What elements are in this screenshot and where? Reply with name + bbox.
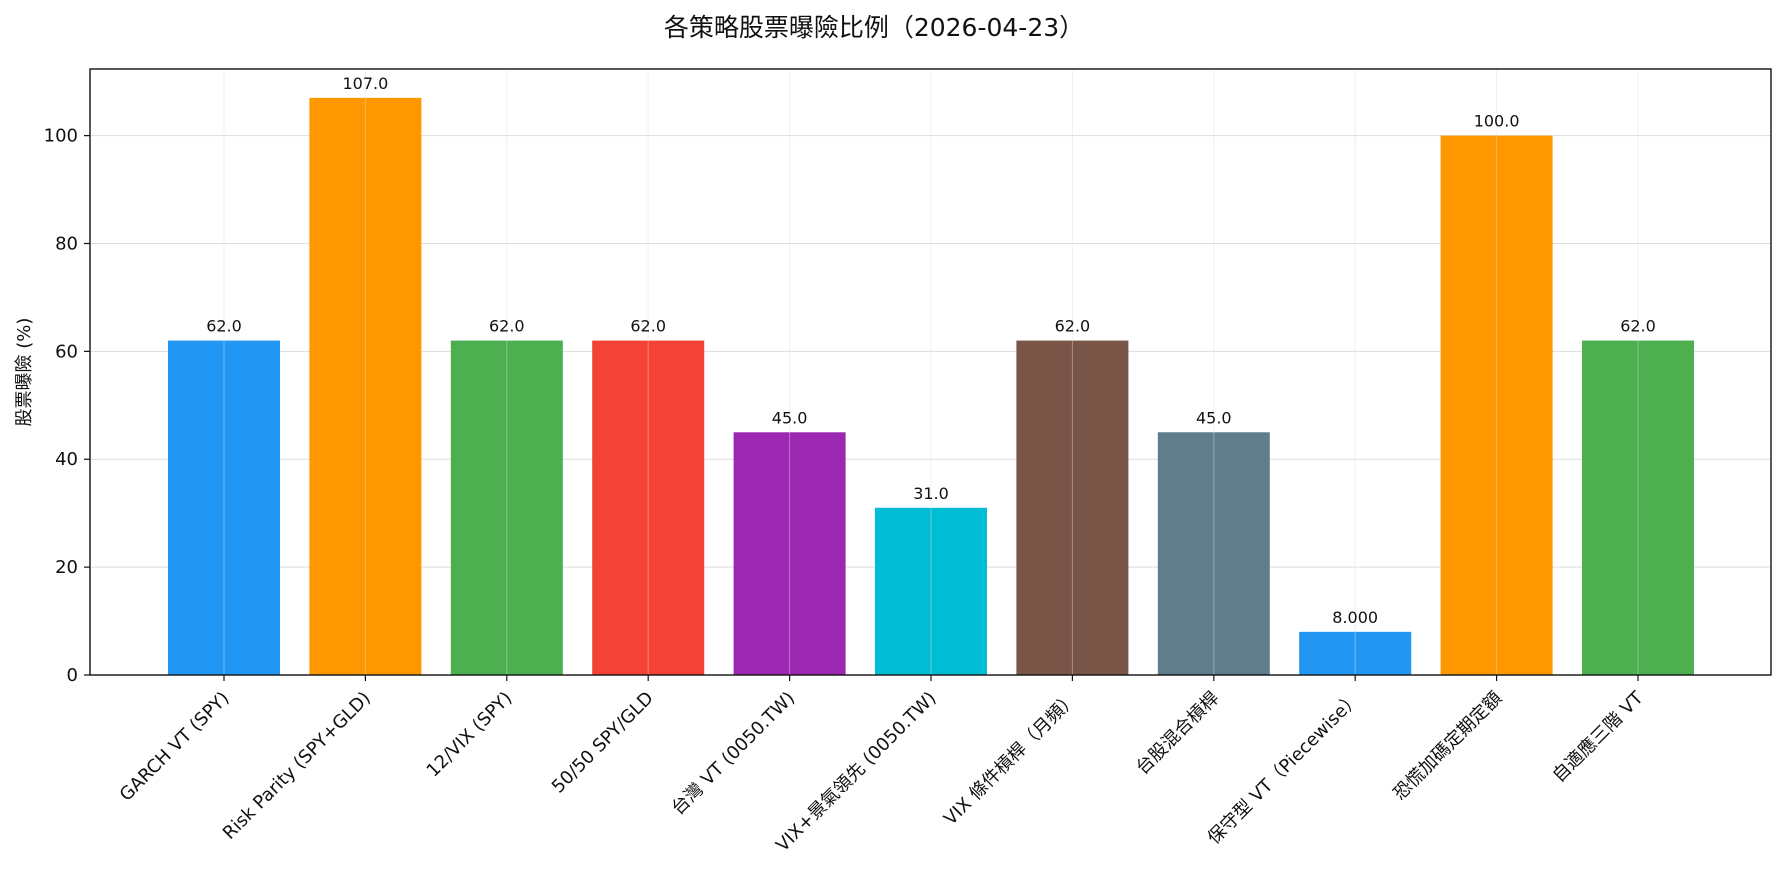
bar [309,97,422,676]
bar [875,507,987,675]
y-tick-label: 60 [55,341,78,362]
x-tick-label: Risk Parity (SPY+GLD) [219,688,375,844]
y-tick-label: 40 [55,449,78,470]
bar-value-label: 62.0 [1055,317,1091,336]
chart-title: 各策略股票曝險比例（2026-04-23） [664,13,1084,42]
x-tick-label: VIX 條件槓桿（月頻） [940,688,1082,830]
bar [1582,340,1694,675]
vertical-grid-layer [223,69,1639,675]
x-tick-label: 台股混合槓桿 [1132,688,1223,779]
bar-value-label: 45.0 [1196,408,1232,427]
bar [1299,631,1412,675]
y-tick-label: 0 [67,665,78,686]
bar [168,340,280,675]
bar-value-label: 62.0 [489,317,525,336]
bar [733,432,846,675]
x-tick-label: 保守型 VT（Piecewise） [1204,688,1365,849]
y-tick-label: 100 [44,126,78,147]
y-tick-label: 20 [55,557,78,578]
ticks-layer [84,135,1639,681]
bar-value-label: 31.0 [913,484,949,503]
bar-value-label: 45.0 [772,408,808,427]
bar-value-label: 100.0 [1474,112,1520,131]
bar [592,340,705,675]
labels-layer: 0 20 40 60 80 100 62.0 107.0 62.0 62.0 45.0 31.0 62.… [44,74,1656,856]
bar-value-label: 8.000 [1332,608,1378,627]
x-tick-label: 恐慌加碼定期定額 [1389,688,1506,805]
x-tick-label: 12/VIX (SPY) [423,688,517,782]
x-tick-label: 50/50 SPY/GLD [548,688,658,798]
x-tick-label: GARCH VT (SPY) [116,688,234,806]
bars-layer [168,97,1694,676]
bar-value-label: 107.0 [342,74,388,93]
y-axis-label: 股票曝險 (%) [14,318,35,427]
bar [1157,432,1270,675]
bar-value-label: 62.0 [1620,317,1656,336]
x-tick-label: 自適應三階 VT [1548,686,1648,786]
x-tick-label: 台灣 VT (0050.TW) [668,688,800,820]
bar-value-label: 62.0 [206,317,242,336]
bar [1016,340,1129,675]
y-tick-label: 80 [55,233,78,254]
bar [1440,135,1553,676]
bar-value-label: 62.0 [630,317,666,336]
x-tick-label: VIX+景氣領先 (0050.TW) [772,688,940,856]
bar [450,340,563,675]
